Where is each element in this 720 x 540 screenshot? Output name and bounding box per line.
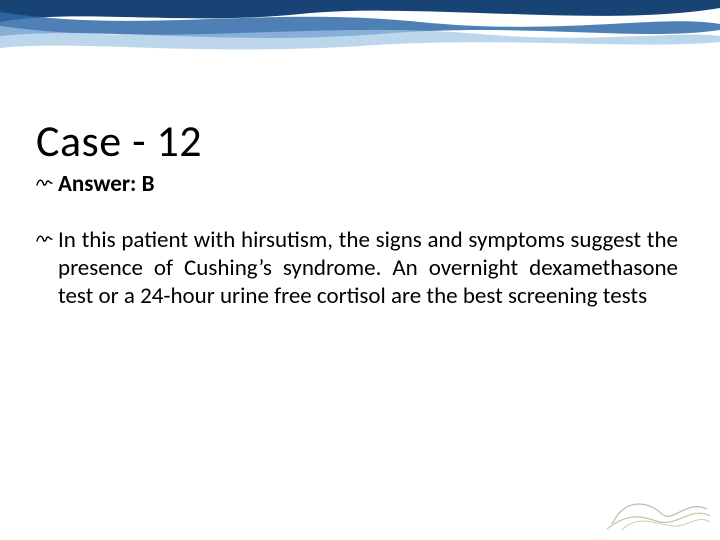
scribble-bullet-icon bbox=[36, 176, 54, 195]
slide: Case - 12 Answer: B In this patient with… bbox=[0, 0, 720, 540]
scribble-bullet-icon bbox=[36, 232, 54, 251]
explanation-text: In this patient with hirsutism, the sign… bbox=[58, 226, 678, 310]
bullet-answer: Answer: B bbox=[36, 170, 678, 198]
slide-body: Answer: B In this patient with hirsutism… bbox=[36, 170, 678, 338]
bullet-explanation: In this patient with hirsutism, the sign… bbox=[36, 226, 678, 310]
header-wave-decoration bbox=[0, 0, 720, 60]
answer-text: Answer: B bbox=[58, 170, 155, 198]
slide-title: Case - 12 bbox=[36, 114, 202, 168]
corner-flourish-decoration bbox=[602, 484, 712, 534]
